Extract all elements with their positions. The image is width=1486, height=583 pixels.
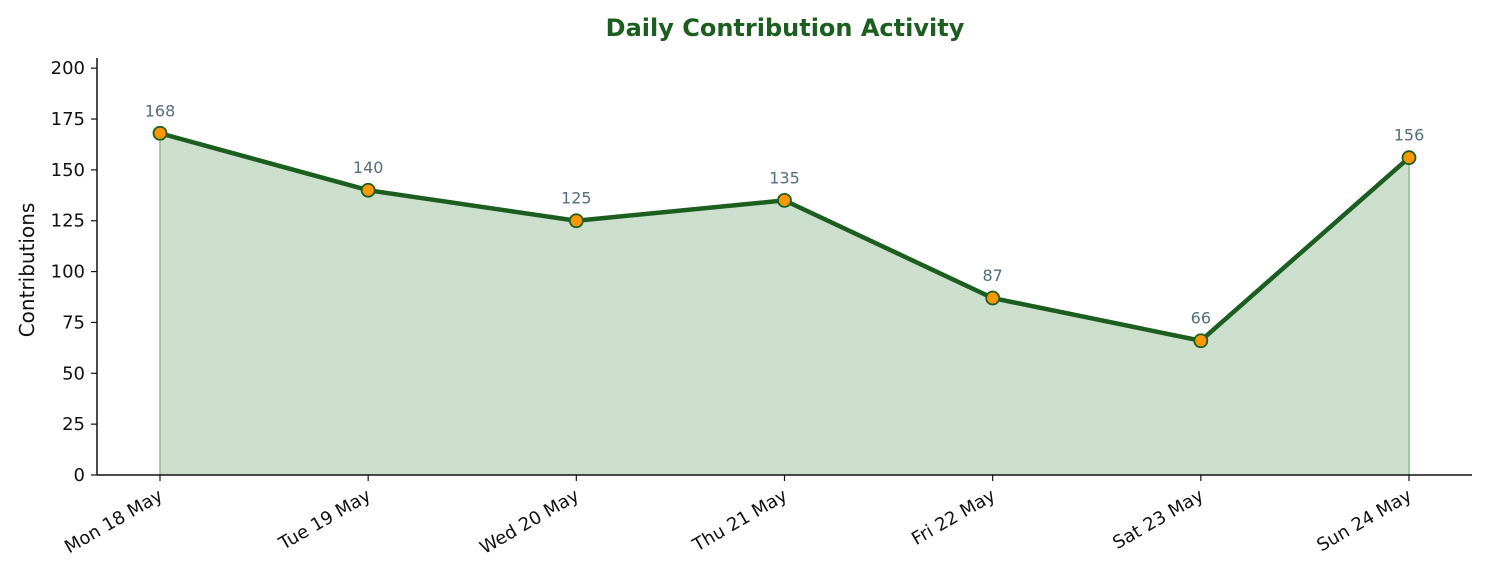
data-label: 140 (353, 158, 384, 177)
x-tick-label: Mon 18 May (61, 485, 167, 558)
y-tick-label: 50 (62, 363, 85, 384)
data-label: 87 (982, 266, 1002, 285)
y-tick-label: 0 (74, 465, 85, 486)
x-tick-label: Sat 23 May (1109, 485, 1207, 554)
chart-title: Daily Contribution Activity (606, 14, 965, 42)
data-point (360, 182, 376, 198)
y-tick-label: 100 (51, 262, 85, 283)
data-point (777, 192, 792, 208)
data-labels: 168 140 125 135 87 66 156 (145, 101, 1425, 327)
y-tick-label: 200 (51, 58, 85, 79)
data-point (152, 125, 168, 141)
y-tick-label: 25 (62, 414, 85, 435)
data-label: 66 (1191, 309, 1211, 328)
y-axis-label: Contributions (15, 203, 39, 338)
x-tick-label: Wed 20 May (476, 485, 583, 559)
data-label: 125 (561, 189, 592, 208)
x-tick-label: Thu 21 May (688, 485, 791, 557)
y-tick-label: 125 (51, 211, 85, 232)
x-tick-label: Fri 22 May (908, 485, 999, 550)
data-label: 168 (145, 101, 176, 120)
data-point (985, 290, 1001, 306)
data-label: 156 (1394, 126, 1425, 145)
y-tick-label: 175 (51, 109, 85, 130)
x-tick-label: Sun 24 May (1313, 485, 1415, 556)
data-point (1193, 333, 1209, 349)
data-point (1401, 150, 1417, 166)
data-point (568, 213, 584, 229)
y-tick-label: 150 (51, 160, 85, 181)
points-layer (152, 125, 1417, 349)
x-tick-label: Tue 19 May (275, 485, 375, 555)
area-fill (160, 133, 1409, 475)
data-label: 135 (769, 168, 800, 187)
area-layer (159, 133, 1410, 475)
y-tick-label: 75 (62, 312, 85, 333)
